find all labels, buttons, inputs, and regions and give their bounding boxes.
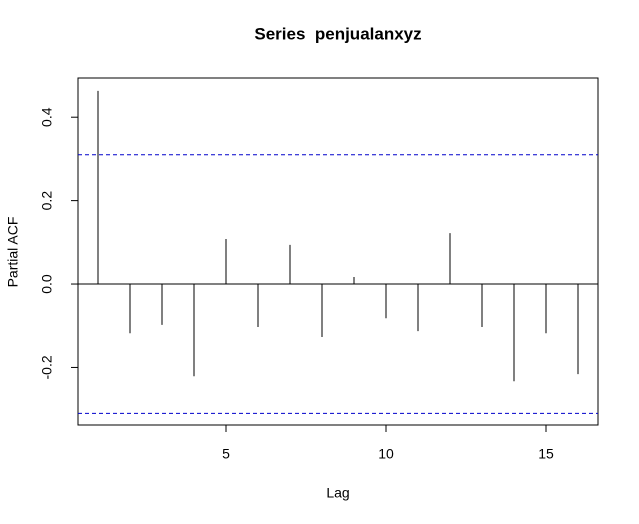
plot-frame	[77, 77, 599, 426]
x-tick-label: 5	[222, 446, 230, 462]
y-tick-label: -0.2	[39, 355, 55, 379]
y-tick-label: 0.4	[39, 107, 55, 127]
y-tick-label: 0.2	[39, 191, 55, 211]
y-tick-label: 0.0	[39, 274, 55, 294]
y-axis-label: Partial ACF	[5, 217, 21, 288]
chart-title: Series penjualanxyz	[254, 24, 421, 43]
x-tick-label: 15	[538, 446, 554, 462]
x-axis-label: Lag	[326, 485, 349, 501]
x-tick-label: 10	[378, 446, 394, 462]
